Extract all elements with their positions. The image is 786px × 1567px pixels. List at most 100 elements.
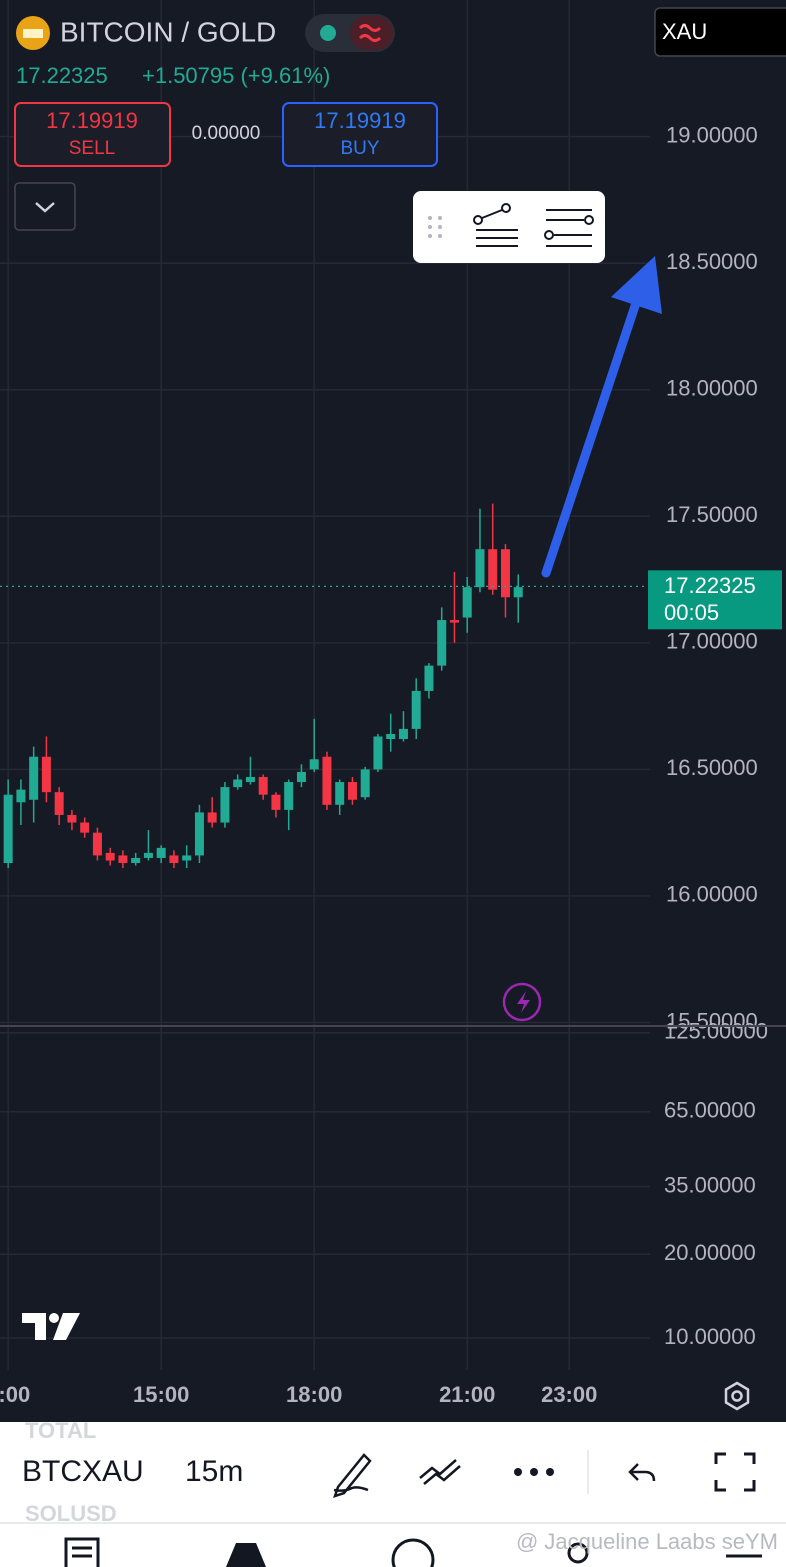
delay-icon [358,24,382,42]
candle-body [143,852,153,858]
x-tick-label: 2:00 [0,1382,30,1407]
symbol-icon-bars [23,29,43,38]
candle-body [500,549,510,598]
candle-body [271,794,281,810]
candle-body [360,769,370,798]
y-tick-label: 17.00000 [666,629,758,654]
candle-body [29,756,39,800]
y-tick-label: 18.50000 [666,249,758,274]
settings-tool-icon[interactable] [544,209,594,247]
y-tick-label: 19.00000 [666,122,758,147]
alert-icon[interactable] [502,982,542,1022]
candle-body [309,759,319,770]
candle-body [220,787,230,823]
last-price-label: 17.22325 [664,573,756,598]
more-icon[interactable] [514,1468,554,1476]
candle-body [182,855,192,861]
x-tick-label: 18:00 [286,1382,342,1407]
candle-body [92,832,102,856]
chart-background [0,0,786,1422]
arrow-shaft[interactable] [541,295,642,578]
buy-button[interactable] [282,102,438,167]
currency-box[interactable] [654,7,786,57]
candle-body [105,852,115,861]
pane-tick-label: 20.00000 [664,1240,756,1265]
previous-symbol[interactable]: TOTAL [25,1418,96,1443]
arrow-head[interactable] [611,256,662,314]
watermark: @ Jacqueline Laabs seYM [516,1529,778,1554]
y-tick-label: 15.50000 [666,1008,758,1033]
chart-layer: 2:00 15:00 18:00 21:00 23:00 15.50000 16.00000… [0,0,782,1407]
nav-explore[interactable] [391,1538,435,1567]
candle-body [513,587,523,598]
candle-body [475,549,485,588]
candle-body [194,812,204,856]
delay-badge [350,16,393,50]
last-price-badge [648,570,782,630]
bottom-panel [0,1422,786,1567]
draw-icon[interactable] [333,1453,372,1498]
undo-icon[interactable] [628,1463,656,1482]
nav-community[interactable] [567,1542,589,1564]
candle-body [449,620,459,623]
spread: 0.00000 [192,123,261,144]
y-tick-label: 17.50000 [666,502,758,527]
x-tick-label: 15:00 [133,1382,189,1407]
candle-body [462,587,472,618]
market-open-dot [320,25,336,41]
price-change: +1.50795 (+9.61%) [142,63,330,88]
bar-countdown: 00:05 [664,600,719,625]
settings-icon[interactable] [724,1381,750,1411]
candle-body [67,814,77,823]
trend-tool-icon[interactable] [473,203,518,247]
candle-body [488,549,498,590]
y-tick-label: 16.50000 [666,755,758,780]
collapse-button[interactable] [14,182,76,231]
candle-body [118,855,128,864]
alert-bolt [517,991,530,1013]
buy-label: BUY [340,138,379,159]
candle-body [169,855,179,864]
candle-body [437,620,447,666]
y-tick-label: 18.00000 [666,376,758,401]
candle-body [80,822,90,833]
last-price: 17.22325 [16,63,108,88]
x-tick-label: 21:00 [439,1382,495,1407]
symbol-title[interactable]: BITCOIN / GOLD [60,16,276,47]
tradingview-logo [22,1313,80,1340]
x-tick-label: 23:00 [541,1382,597,1407]
candle-body [386,733,396,740]
candle-body [373,736,383,770]
chevron-icon [35,202,55,213]
symbol-selector[interactable]: BTCXAU [22,1455,144,1488]
pane-tick-label: 35.00000 [664,1172,756,1197]
candle-body [233,779,243,788]
sell-button[interactable] [14,102,171,167]
candle-body [41,756,51,793]
pane-tick-label: 10.00000 [664,1324,756,1349]
candle-body [54,792,64,815]
drag-handle[interactable] [428,216,442,238]
candle-body [16,789,26,803]
currency: XAU [662,19,707,44]
nav-chart[interactable] [226,1543,266,1567]
next-symbol[interactable]: SOLUSD [25,1501,117,1526]
candle-body [335,782,345,805]
sell-label: SELL [69,138,115,159]
fullscreen-icon[interactable] [714,1452,756,1492]
sell-price: 17.19919 [46,108,138,133]
candle-body [322,756,332,805]
candle-body [156,847,166,858]
nav-watchlist[interactable] [64,1537,100,1567]
settings-icon-center [731,1390,743,1402]
y-tick-label: 16.00000 [666,882,758,907]
candle-body [207,812,217,823]
candle-body [258,776,268,795]
line-tool-icon[interactable] [419,1459,461,1485]
candle-body [398,728,408,740]
candle-body [245,776,255,783]
interval-selector[interactable]: 15m [185,1455,243,1488]
pane-tick-label: 65.00000 [664,1098,756,1123]
pane-tick-label: 125.00000 [664,1019,768,1044]
